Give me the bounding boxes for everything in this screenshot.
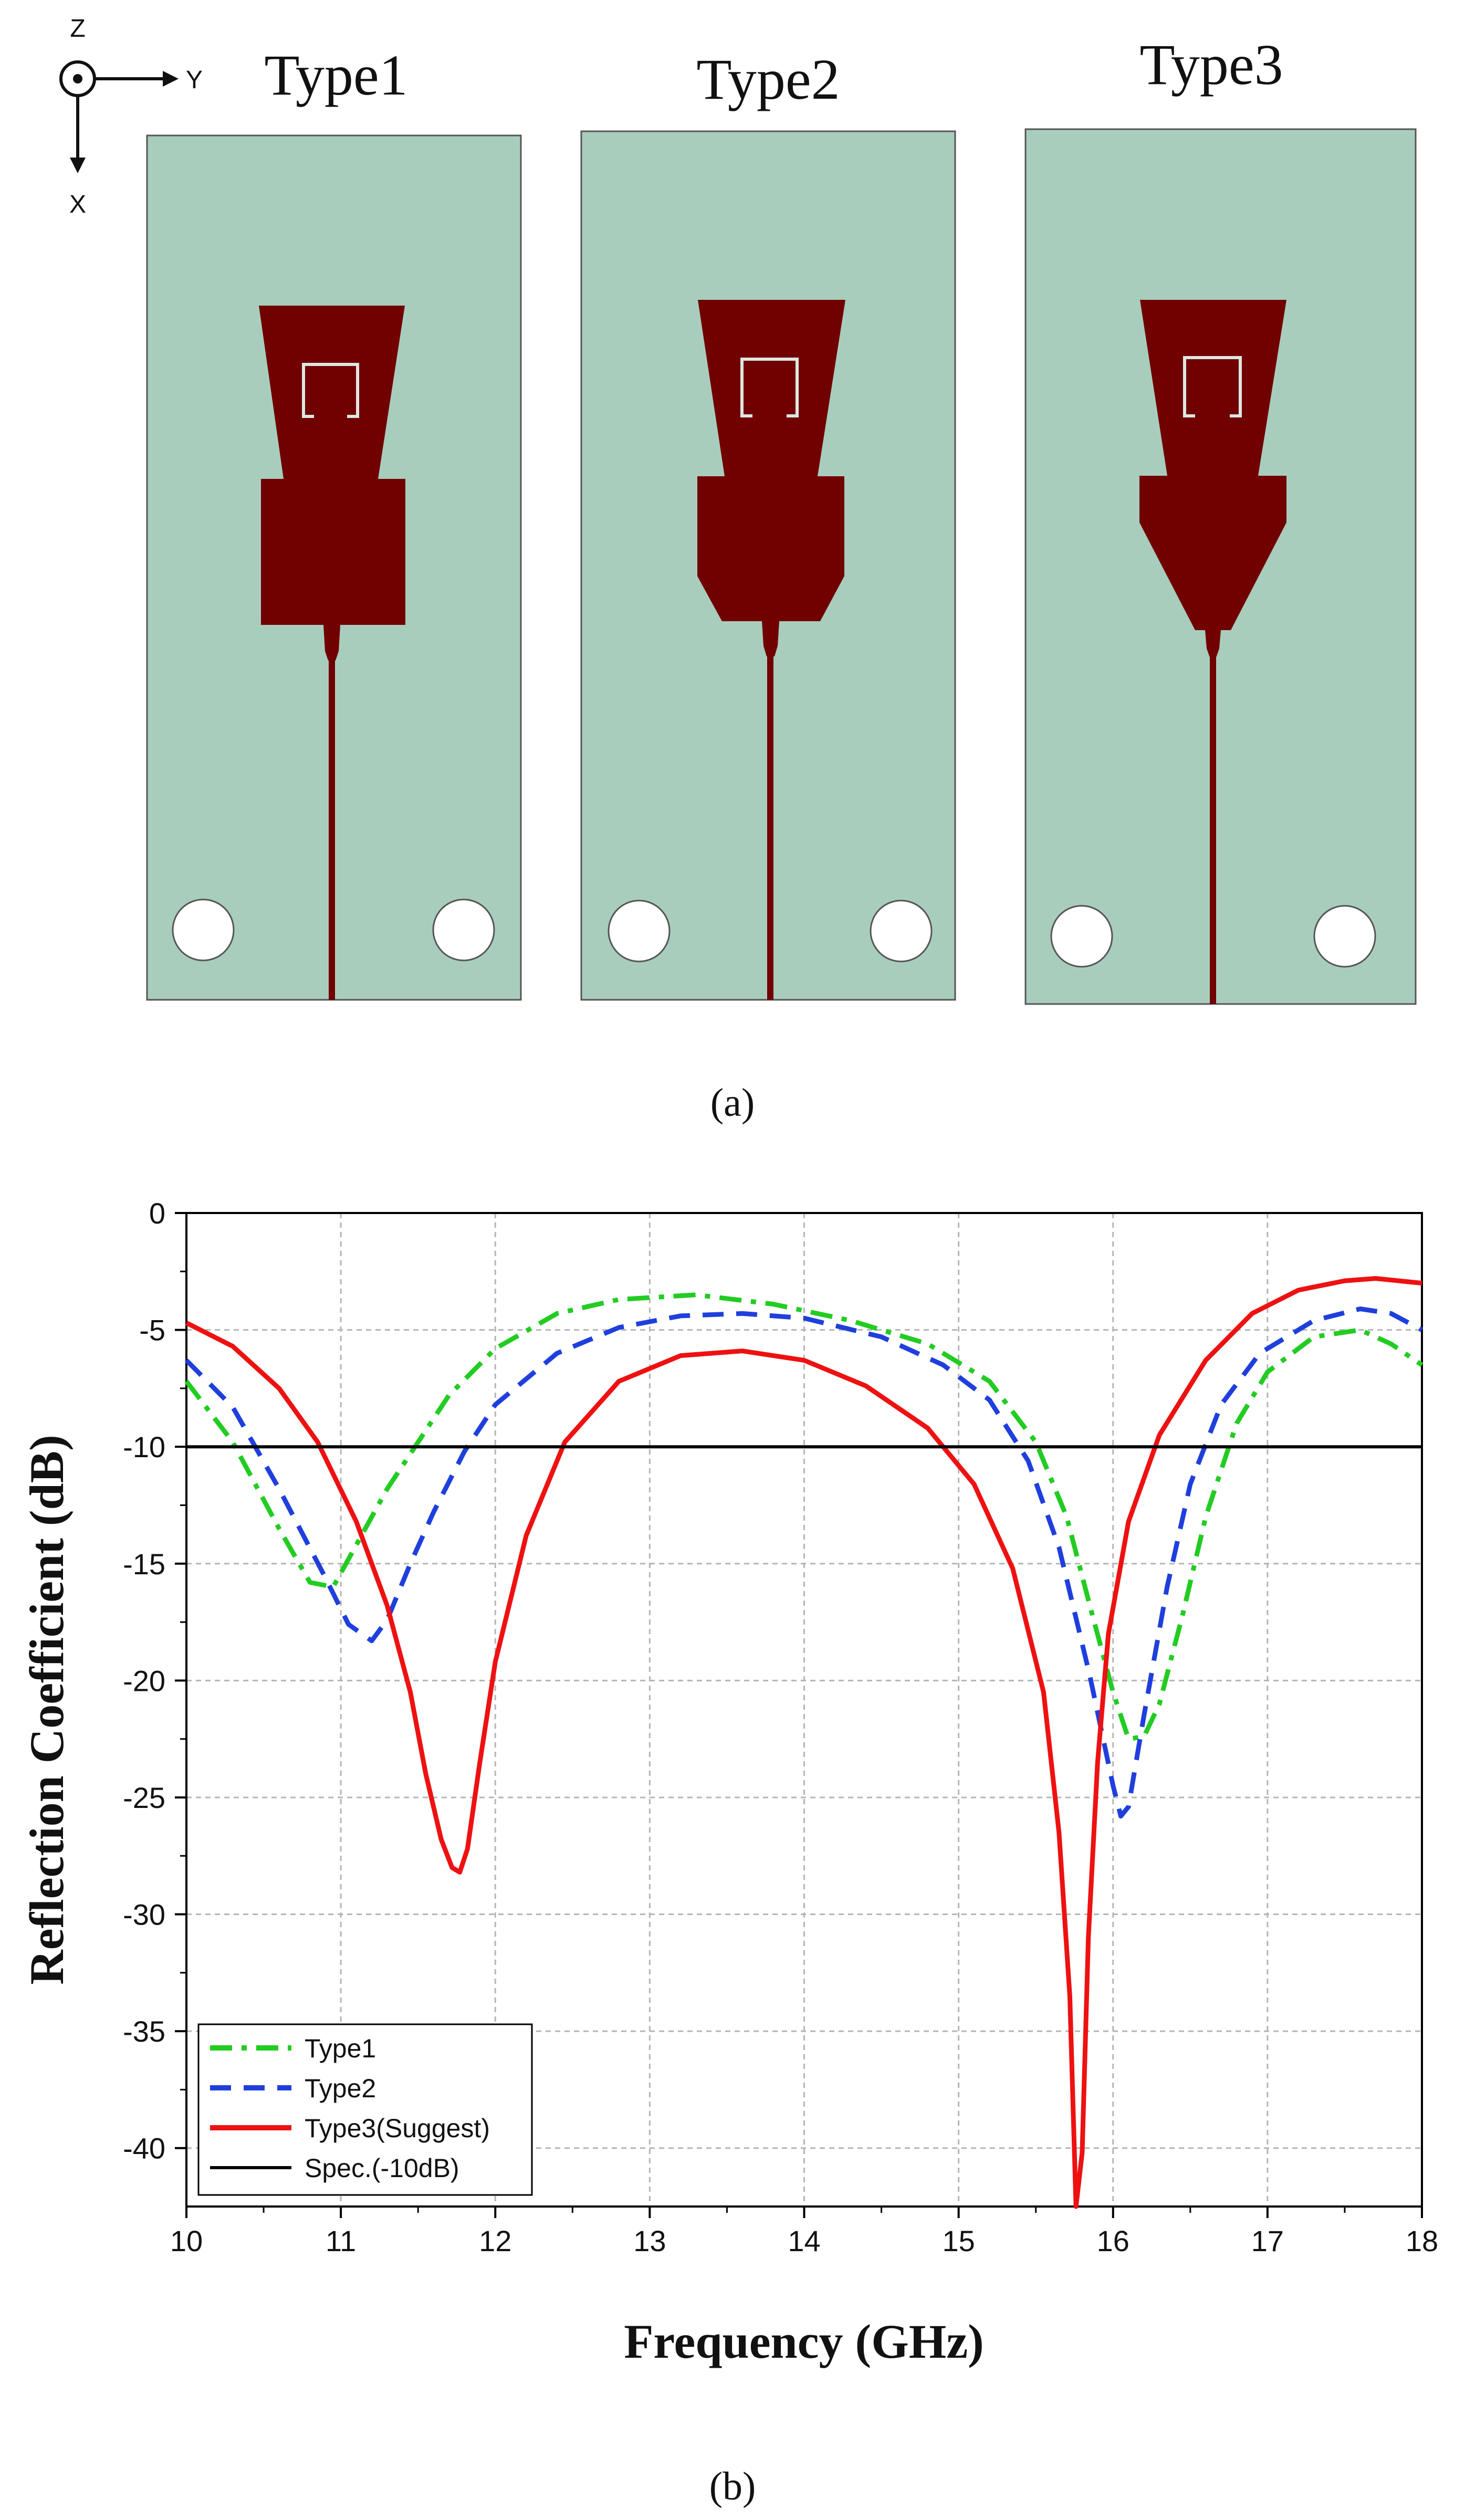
type3-antenna: Type3 [1024,33,1417,1005]
coordinate-axes-icon: Z Y X [59,15,203,218]
x-tick-label: 14 [788,2224,820,2257]
type1-trapezoid-patch [259,306,405,479]
x-axis-title: Frequency (GHz) [624,2315,984,2368]
legend-label: Type1 [305,2034,376,2063]
type3-hole-right [1313,905,1376,968]
type2-taper [762,621,779,656]
legend-label: Type2 [305,2074,376,2103]
type1-slot-icon [302,363,359,418]
series-line-type3-suggest [185,1276,1422,2209]
series-line-type1 [184,1292,1424,1742]
type3-trapezoid-patch [1140,300,1286,476]
y-tick-label: -10 [123,1430,165,1463]
x-tick-label: 16 [1097,2224,1129,2257]
y-tick-label: -15 [123,1547,165,1581]
type2-hole-left [608,900,671,963]
y-tick-label: 0 [149,1197,165,1230]
type1-taper [323,625,340,661]
chart-grid [186,1213,1422,2207]
x-tick-label: 10 [170,2224,203,2257]
y-tick-label: -20 [123,1664,165,1697]
type3-hole-left [1050,905,1113,968]
type3-label: Type3 [1139,33,1283,97]
x-tick-label: 18 [1406,2224,1438,2257]
x-tick-label: 13 [633,2224,666,2257]
type1-antenna: Type1 [146,43,522,1001]
chart-legend: Type1 Type2 Type3(Suggest) Spec.(-10dB) [197,2023,533,2196]
y-tick-label: -35 [123,2015,165,2048]
y-tick-label: -30 [123,1898,165,1931]
x-tick-label: 15 [942,2224,975,2257]
chart-series [184,1276,1424,2209]
y-tick-label: -25 [123,1781,165,1814]
y-axis-label: Y [186,66,203,94]
type1-rectangular-patch [261,479,405,625]
type3-slot-icon [1183,356,1242,417]
y-tick-label: -5 [139,1314,165,1347]
type2-label: Type2 [696,47,840,111]
legend-label: Spec.(-10dB) [305,2153,459,2183]
legend-label: Type3(Suggest) [305,2114,490,2143]
type2-trapezoid-patch [698,300,845,476]
type2-antenna: Type2 [580,47,956,1001]
type1-hole-left [172,898,235,961]
x-tick-label: 11 [326,2224,356,2257]
type3-feed-line [1210,654,1216,1004]
type2-slot-icon [740,358,799,417]
antenna-layouts-panel: Z Y X Type1 Type2 [59,15,1417,1125]
type2-feed-line [767,654,773,1000]
y-axis-title: Reflection Coefficient (dB) [20,1435,74,1984]
reflection-coefficient-chart: 10 11 12 13 14 15 16 17 18 0 -5 -10 -15 -20 -25 -30 -35 -… [20,1197,1438,2508]
type1-label: Type1 [264,43,407,107]
panel-b-caption: (b) [709,2464,756,2508]
x-tick-label: 17 [1251,2224,1284,2257]
x-axis-label: X [69,191,86,218]
panel-a-caption: (a) [710,1081,755,1125]
type2-hole-right [870,900,933,963]
type1-feed-line [329,657,335,1000]
type3-taper [1205,630,1221,657]
type2-chamfered-patch [697,476,844,621]
z-axis-label: Z [70,15,85,43]
y-tick-label: -40 [123,2132,165,2165]
x-tick-label: 12 [479,2224,511,2257]
series-line-type2 [184,1306,1424,1819]
type3-tapered-patch [1139,476,1286,630]
type1-hole-right [432,898,495,961]
axis-ticks: 10 11 12 13 14 15 16 17 18 0 -5 -10 -15 -20 -25 -30 -35 -… [123,1197,1438,2257]
